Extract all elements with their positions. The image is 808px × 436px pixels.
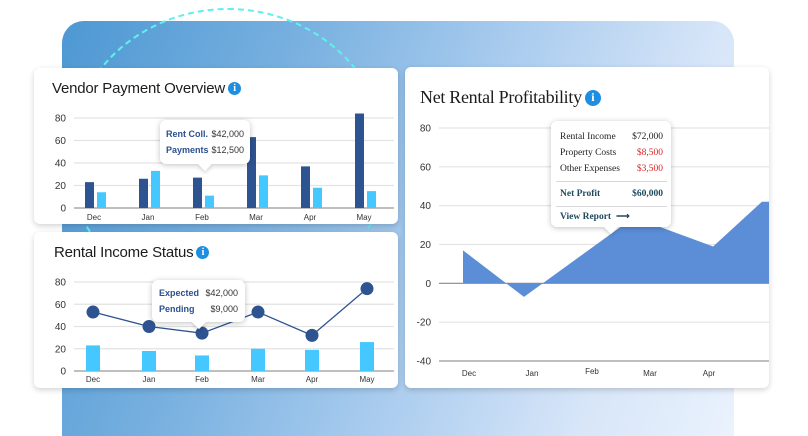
bar-payments <box>151 170 160 208</box>
x-tick-label: Dec <box>87 213 101 222</box>
tooltip-label: Other Expenses <box>560 164 620 174</box>
bar-pending <box>360 342 374 371</box>
x-tick-label: Apr <box>703 369 716 378</box>
vendor-payment-title: Vendor Payment Overview i <box>52 80 241 97</box>
tooltip-divider <box>556 181 667 182</box>
y-tick-label: 0 <box>60 204 66 215</box>
bar-payments <box>205 195 214 208</box>
net-profit-value: $60,000 <box>632 189 663 199</box>
x-tick-label: Mar <box>643 369 657 378</box>
view-report-link[interactable]: View Report ⟶ <box>560 211 663 223</box>
net-profitability-card: Net Rental Profitability i -40 -20 0 20 40 60… <box>405 67 769 388</box>
card-title-text: Net Rental Profitability <box>420 87 582 107</box>
bar-rent-collected <box>301 166 310 208</box>
tooltip-value-negative: $3,500 <box>636 164 663 174</box>
bar-payments <box>367 191 376 208</box>
x-tick-label: Feb <box>585 367 599 376</box>
rental-tooltip: Expected $42,000 Pending $9,000 <box>152 280 245 322</box>
y-tick-label: 0 <box>425 279 431 290</box>
tooltip-label: Expected <box>159 288 200 298</box>
card-title-text: Vendor Payment Overview <box>52 80 225 97</box>
y-tick-label: 80 <box>55 278 67 289</box>
bar-pending <box>305 349 319 371</box>
net-profit-tooltip: Rental Income $72,000 Property Costs $8,… <box>551 121 671 227</box>
tooltip-label: Payments <box>166 145 209 155</box>
y-tick-label: 40 <box>420 201 432 212</box>
x-tick-label: Mar <box>249 213 263 222</box>
y-tick-label: 20 <box>420 240 432 251</box>
y-tick-label: 80 <box>420 124 432 135</box>
x-tick-label: Feb <box>195 213 209 222</box>
info-icon[interactable]: i <box>196 246 210 259</box>
data-point <box>360 282 374 296</box>
vendor-payment-card: Vendor Payment Overview i 0 20 40 60 80 Dec Ja… <box>34 68 398 224</box>
y-tick-label: 40 <box>55 322 67 333</box>
y-tick-label: 20 <box>55 181 67 192</box>
info-icon[interactable]: i <box>227 82 241 95</box>
info-icon[interactable]: i <box>584 89 601 106</box>
x-tick-label: May <box>359 375 374 384</box>
y-tick-label: 80 <box>55 114 67 125</box>
y-tick-label: 60 <box>55 136 67 147</box>
x-tick-label: Mar <box>251 375 265 384</box>
y-tick-label: -20 <box>417 318 432 329</box>
x-tick-label: Jan <box>142 213 155 222</box>
y-tick-label: 20 <box>55 344 67 355</box>
rental-income-title: Rental Income Status i <box>54 244 210 261</box>
data-point <box>86 305 100 319</box>
tooltip-label: Rental Income <box>560 132 616 142</box>
tooltip-value: $42,000 <box>211 129 244 139</box>
bar-pending <box>142 350 156 371</box>
bar-pending <box>251 348 265 371</box>
tooltip-label: Rent Coll. <box>166 129 208 139</box>
x-tick-label: Jan <box>143 375 156 384</box>
y-tick-label: -40 <box>417 357 432 368</box>
y-tick-label: 0 <box>60 367 66 378</box>
net-profitability-title: Net Rental Profitability i <box>420 87 601 108</box>
view-report-label: View Report <box>560 211 612 222</box>
x-tick-label: Dec <box>86 375 100 384</box>
data-point <box>195 326 209 340</box>
data-point <box>251 305 265 319</box>
bar-rent-collected <box>139 178 148 208</box>
x-tick-label: Jan <box>526 369 539 378</box>
x-tick-label: Dec <box>462 369 476 378</box>
tooltip-value: $72,000 <box>632 132 663 142</box>
x-tick-label: Feb <box>195 375 209 384</box>
data-point <box>142 320 156 333</box>
bar-rent-collected <box>247 137 256 208</box>
tooltip-value: $12,500 <box>211 145 244 155</box>
card-title-text: Rental Income Status <box>54 244 194 261</box>
bar-rent-collected <box>355 113 364 208</box>
y-tick-label: 40 <box>55 159 67 170</box>
x-tick-label: Apr <box>306 375 319 384</box>
net-profit-label: Net Profit <box>560 189 601 199</box>
bar-rent-collected <box>85 182 94 208</box>
expected-line <box>92 288 368 337</box>
y-tick-label: 60 <box>420 162 432 173</box>
tooltip-value-negative: $8,500 <box>636 148 663 158</box>
tooltip-value: $9,000 <box>210 304 238 314</box>
x-tick-label: May <box>356 213 371 222</box>
bar-payments <box>97 192 106 208</box>
rental-income-card: Rental Income Status i 0 20 40 60 80 Dec Jan Fe… <box>34 232 398 388</box>
net-profitability-chart: -40 -20 0 20 40 60 80 Dec Jan Feb Mar Apr <box>417 124 769 378</box>
profit-area <box>463 201 769 297</box>
tooltip-value: $42,000 <box>205 288 238 298</box>
data-point <box>305 328 319 342</box>
vendor-tooltip: Rent Coll. $42,000 Payments $12,500 <box>160 120 250 164</box>
tooltip-divider <box>556 206 667 207</box>
bar-rent-collected <box>193 177 202 208</box>
arrow-right-icon: ⟶ <box>616 212 630 222</box>
bar-pending <box>86 345 100 371</box>
bar-payments <box>313 187 322 208</box>
x-tick-label: Apr <box>304 213 317 222</box>
bar-pending <box>195 355 209 371</box>
y-tick-label: 60 <box>55 300 67 311</box>
bar-payments <box>259 175 268 208</box>
tooltip-label: Property Costs <box>560 148 617 158</box>
tooltip-label: Pending <box>159 304 195 314</box>
